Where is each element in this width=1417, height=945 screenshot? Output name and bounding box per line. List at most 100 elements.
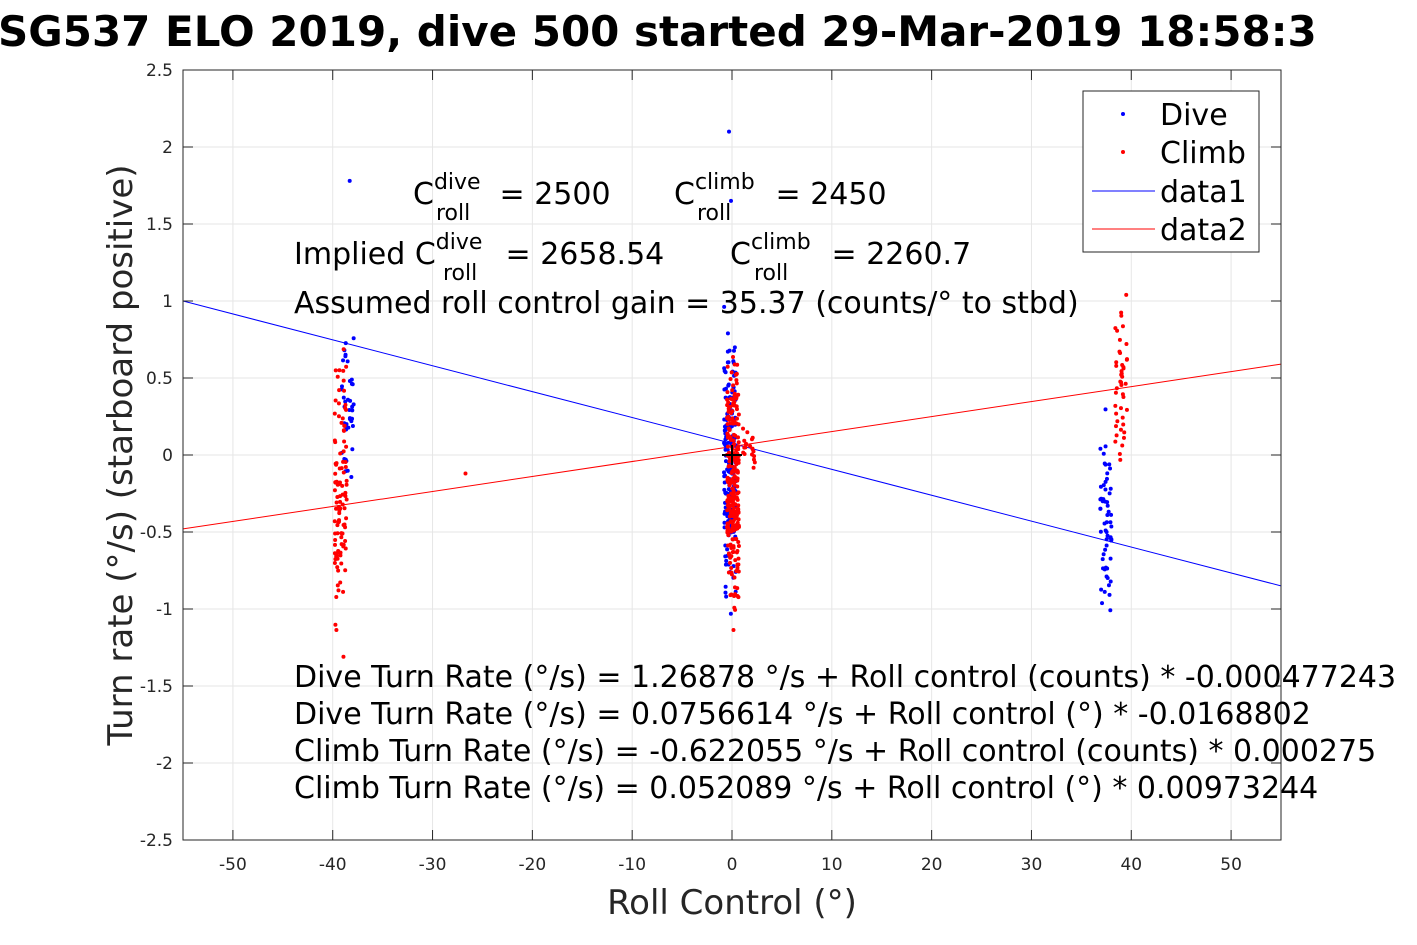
climb-point bbox=[728, 404, 733, 409]
legend-data1-label: data1 bbox=[1160, 175, 1247, 210]
climb-point bbox=[341, 589, 346, 594]
climb-point bbox=[730, 492, 735, 497]
climb-point bbox=[735, 469, 740, 474]
climb-point bbox=[732, 403, 737, 408]
y-tick-labels: 2.5 2 1.5 1 0.5 0 -0.5 -1 -1.5 -2 -2.5 bbox=[140, 61, 173, 851]
climb-point bbox=[341, 378, 346, 383]
y-tick-label: 0.5 bbox=[146, 369, 173, 389]
climb-point bbox=[745, 430, 750, 435]
climb-point bbox=[752, 460, 757, 465]
dive-point bbox=[1107, 462, 1112, 467]
dive-point bbox=[1103, 407, 1108, 412]
dive-point bbox=[1107, 592, 1112, 597]
dive-point bbox=[1098, 529, 1103, 534]
climb-point bbox=[727, 463, 732, 468]
origin-marker bbox=[722, 445, 742, 465]
dive-point bbox=[723, 447, 728, 452]
climb-point bbox=[732, 465, 737, 470]
x-tick-label: -30 bbox=[419, 855, 447, 875]
climb-point bbox=[1113, 403, 1118, 408]
climb-point bbox=[743, 445, 748, 450]
dive-point bbox=[1100, 557, 1105, 562]
climb-point bbox=[752, 454, 757, 459]
climb-point bbox=[733, 592, 738, 597]
dive-point bbox=[723, 459, 728, 464]
dive-point bbox=[1108, 520, 1113, 525]
climb-point bbox=[730, 486, 735, 491]
climb-point bbox=[342, 506, 347, 511]
dive-point bbox=[729, 198, 734, 203]
dive-point bbox=[1109, 538, 1114, 543]
dive-point bbox=[731, 348, 736, 353]
climb-point bbox=[735, 565, 740, 570]
dive-point bbox=[1103, 444, 1108, 449]
x-tick-label: -40 bbox=[319, 855, 347, 875]
climb-point bbox=[731, 549, 736, 554]
climb-point bbox=[342, 439, 347, 444]
climb-point bbox=[339, 531, 344, 536]
climb-point bbox=[725, 435, 730, 440]
climb-point bbox=[731, 537, 736, 542]
climb-point bbox=[340, 502, 345, 507]
climb-point bbox=[1121, 422, 1126, 427]
dive-point bbox=[347, 178, 352, 183]
dive-point bbox=[728, 611, 733, 616]
implied-c-roll-annotation: Implied Cdive roll = 2658.54 Cclimb roll = … bbox=[294, 230, 971, 286]
climb-point bbox=[333, 368, 338, 373]
dive-point bbox=[723, 584, 728, 589]
climb-point bbox=[1124, 407, 1129, 412]
climb-point bbox=[341, 449, 346, 454]
climb-point bbox=[336, 401, 341, 406]
climb-point bbox=[337, 466, 342, 471]
climb-point bbox=[335, 531, 340, 536]
data-points bbox=[332, 129, 1130, 659]
climb-point bbox=[731, 432, 736, 437]
dive-point bbox=[1106, 509, 1111, 514]
dive-point bbox=[341, 395, 346, 400]
climb-point bbox=[341, 428, 346, 433]
climb-point bbox=[338, 494, 343, 499]
climb-point bbox=[735, 445, 740, 450]
climb-point bbox=[1114, 363, 1119, 368]
dive-point bbox=[350, 447, 355, 452]
dive-point bbox=[722, 520, 727, 525]
climb-point bbox=[339, 420, 344, 425]
y-axis-label: Turn rate (°/s) (starboard positive) bbox=[101, 164, 141, 746]
climb-point bbox=[729, 471, 734, 476]
y-tick-label: -1.5 bbox=[140, 677, 173, 697]
climb-point bbox=[337, 518, 342, 523]
climb-point bbox=[1120, 415, 1125, 420]
climb-point bbox=[725, 390, 730, 395]
climb-point bbox=[726, 543, 731, 548]
climb-point bbox=[1124, 341, 1129, 346]
climb-point bbox=[1113, 424, 1118, 429]
equation-climb-counts: Climb Turn Rate (°/s) = -0.622055 °/s + … bbox=[294, 734, 1376, 769]
climb-point bbox=[726, 478, 731, 483]
dive-point bbox=[341, 358, 346, 363]
dive-point bbox=[726, 440, 731, 445]
climb-point bbox=[1120, 362, 1125, 367]
dive-point bbox=[1104, 537, 1109, 542]
climb-point bbox=[1113, 439, 1118, 444]
climb-point bbox=[741, 450, 746, 455]
climb-point bbox=[336, 414, 341, 419]
climb-point bbox=[338, 506, 343, 511]
climb-point bbox=[336, 568, 341, 573]
dive-point bbox=[1099, 587, 1104, 592]
climb-point bbox=[730, 388, 735, 393]
dive-point bbox=[1108, 579, 1113, 584]
climb-point bbox=[1117, 452, 1122, 457]
dive-point bbox=[732, 345, 737, 350]
climb-point bbox=[741, 426, 746, 431]
dive-point bbox=[1108, 556, 1113, 561]
dive-point bbox=[722, 369, 727, 374]
climb-point bbox=[731, 421, 736, 426]
dive-point bbox=[1106, 583, 1111, 588]
dive-point bbox=[1108, 486, 1113, 491]
climb-point bbox=[343, 538, 348, 543]
dive-point bbox=[725, 331, 730, 336]
climb-point bbox=[1114, 411, 1119, 416]
climb-point bbox=[750, 446, 755, 451]
dive-point bbox=[723, 543, 728, 548]
